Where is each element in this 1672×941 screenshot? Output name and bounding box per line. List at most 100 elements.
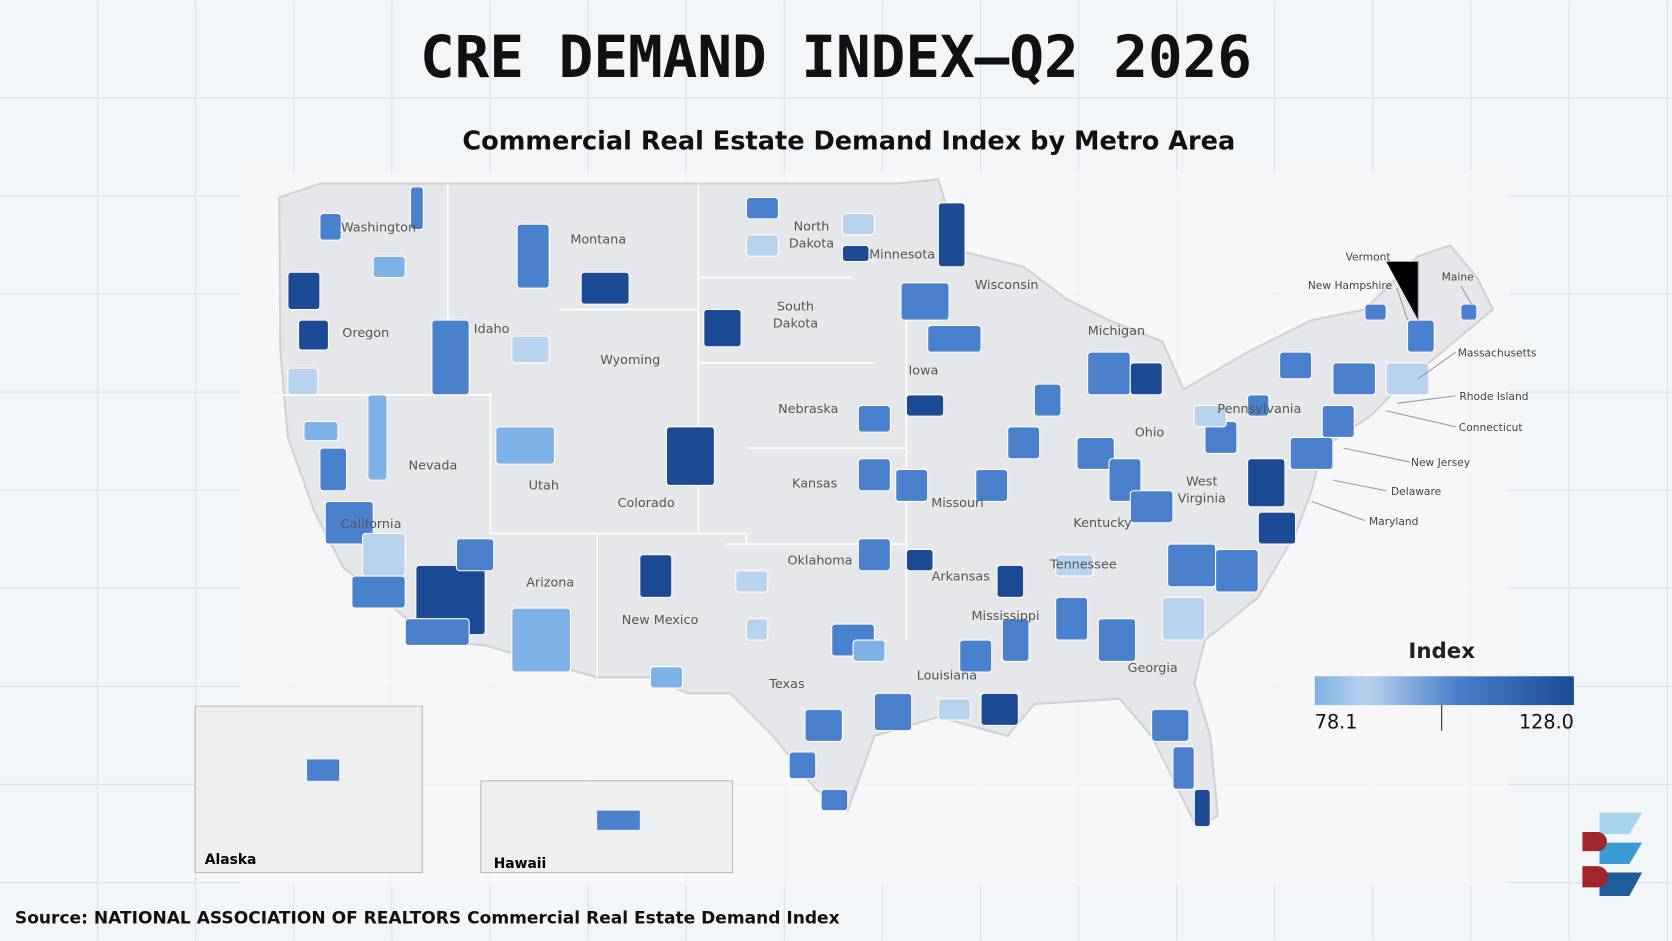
us-outline: [278, 178, 1495, 829]
state-label: Arizona: [526, 576, 574, 591]
state-label: Missouri: [931, 496, 984, 511]
legend-max-label: 128.0: [1519, 711, 1574, 734]
state-label: Wisconsin: [975, 278, 1039, 293]
metro-area: [298, 319, 329, 351]
metro-area: [745, 196, 779, 220]
metro-area: [287, 367, 319, 396]
metro-area: [597, 810, 640, 830]
metro-area: [1460, 303, 1478, 321]
metro-area: [1087, 351, 1131, 396]
metro-area: [895, 468, 929, 502]
state-label: Oklahoma: [787, 553, 852, 568]
metro-area: [804, 708, 843, 742]
state-label: Kansas: [792, 477, 838, 492]
metro-area: [1247, 458, 1286, 508]
metro-area: [959, 639, 993, 673]
metro-area: [303, 420, 339, 442]
metro-area: [516, 223, 550, 289]
state-label: Rhode Island: [1459, 390, 1528, 403]
state-label: California: [341, 517, 402, 532]
metro-area: [927, 324, 982, 353]
metro-area: [1097, 618, 1137, 662]
metro-area: [495, 426, 556, 465]
metro-area: [404, 618, 470, 646]
metro-area: [307, 759, 340, 781]
metro-area: [1332, 362, 1377, 396]
metro-area: [937, 698, 971, 721]
metro-area: [1279, 351, 1313, 380]
state-label: Washington: [341, 221, 416, 236]
metro-area: [820, 788, 849, 812]
state-label: New Jersey: [1411, 456, 1470, 469]
metro-area: [1193, 404, 1227, 428]
state-label: New Mexico: [622, 613, 699, 628]
state-label: Ohio: [1135, 425, 1165, 440]
state-label: Utah: [529, 479, 559, 494]
inset-label: Hawaii: [494, 856, 547, 872]
subtitle: Commercial Real Estate Demand Index by M…: [462, 127, 1235, 157]
state-label: Kentucky: [1073, 516, 1132, 531]
metro-area: [665, 426, 715, 486]
title: CRE DEMAND INDEX–Q2 2026: [420, 24, 1252, 91]
state-label: Iowa: [909, 364, 939, 379]
state-label: Massachusetts: [1458, 346, 1537, 359]
metro-area: [511, 607, 572, 673]
metro-area: [996, 564, 1025, 598]
metro-area: [1407, 319, 1435, 353]
state-label: Maine: [1442, 271, 1474, 284]
metro-area: [857, 404, 891, 433]
metro-area: [1033, 383, 1062, 417]
source: Source: NATIONAL ASSOCIATION OF REALTORS…: [15, 909, 840, 929]
state-label: West Virginia: [1178, 474, 1226, 506]
state-label: Arkansas: [932, 569, 991, 584]
metro-area: [980, 692, 1019, 726]
metro-area: [788, 751, 817, 780]
legend-colorbar: [1314, 676, 1574, 706]
metro-area: [852, 639, 886, 662]
metro-area: [1193, 788, 1211, 828]
state-label: Georgia: [1128, 661, 1178, 676]
metro-area: [1076, 436, 1115, 470]
metro-area: [319, 212, 342, 241]
metro-area: [455, 538, 495, 572]
state-label: New Hampshire: [1308, 279, 1392, 292]
state-label: Oregon: [342, 326, 389, 341]
metro-area: [367, 394, 388, 481]
metro-area: [937, 202, 966, 268]
metro-area: [1215, 548, 1259, 593]
metro-area: [703, 308, 742, 348]
state-label: North Dakota: [789, 220, 834, 252]
metro-area: [1055, 596, 1089, 641]
metro-area: [1172, 746, 1195, 790]
metro-area: [649, 666, 683, 689]
metro-area: [1055, 554, 1094, 577]
state-label: Maryland: [1369, 515, 1418, 528]
state-label: South Dakota: [773, 300, 818, 332]
state-label: Nevada: [409, 458, 458, 473]
metro-area: [1167, 543, 1217, 588]
metro-areas: [287, 186, 1478, 828]
metro-area: [735, 570, 769, 593]
metro-area: [362, 532, 406, 577]
metro-area: [431, 319, 470, 396]
metro-area: [287, 271, 321, 311]
logo: [1582, 812, 1643, 896]
metro-area: [1257, 511, 1297, 545]
metro-area: [1161, 596, 1206, 641]
metro-area: [975, 468, 1009, 502]
metro-area: [1289, 436, 1334, 470]
state-label: Tennessee: [1049, 558, 1117, 573]
metro-area: [841, 244, 870, 263]
metro-area: [857, 458, 891, 492]
state-label: Connecticut: [1459, 421, 1523, 434]
metro-area: [873, 692, 913, 732]
metro-area: [841, 212, 875, 236]
metro-area: [905, 548, 934, 572]
legend-title: Index: [1408, 639, 1475, 664]
metro-area: [1321, 404, 1355, 438]
state-label: Minnesota: [869, 247, 935, 262]
metro-area: [1129, 362, 1163, 396]
metro-area: [1007, 426, 1041, 460]
state-label: Delaware: [1391, 485, 1441, 498]
